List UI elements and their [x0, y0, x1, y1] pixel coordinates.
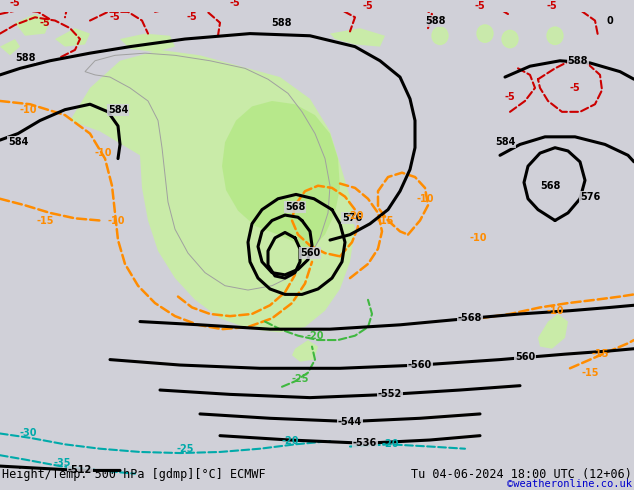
- Text: 576: 576: [580, 192, 600, 201]
- Text: Tu 04-06-2024 18:00 UTC (12+06): Tu 04-06-2024 18:00 UTC (12+06): [411, 468, 632, 481]
- Circle shape: [502, 30, 518, 48]
- Text: 576: 576: [342, 213, 362, 223]
- Polygon shape: [15, 14, 50, 36]
- Text: -536: -536: [353, 438, 377, 448]
- Circle shape: [477, 25, 493, 42]
- Text: -5: -5: [39, 18, 50, 28]
- Text: -5: -5: [569, 83, 580, 93]
- Text: -5: -5: [10, 0, 20, 8]
- Text: -568: -568: [458, 313, 482, 323]
- Polygon shape: [222, 101, 340, 251]
- Polygon shape: [330, 28, 385, 47]
- Text: -15: -15: [592, 349, 609, 359]
- Text: -10: -10: [19, 105, 37, 115]
- Text: -5: -5: [505, 92, 515, 101]
- Circle shape: [432, 27, 448, 45]
- Text: -25: -25: [176, 444, 194, 454]
- Text: -10: -10: [547, 306, 564, 316]
- Text: 560: 560: [300, 248, 320, 258]
- Polygon shape: [120, 34, 175, 52]
- Text: -5: -5: [547, 1, 557, 11]
- Text: -20: -20: [306, 331, 324, 341]
- Polygon shape: [292, 340, 318, 362]
- Text: 588: 588: [272, 18, 292, 28]
- Text: -10: -10: [94, 148, 112, 158]
- Circle shape: [547, 27, 563, 45]
- Text: -35: -35: [53, 458, 71, 468]
- Text: -560: -560: [408, 360, 432, 370]
- Text: 584: 584: [108, 105, 128, 115]
- Text: -15: -15: [581, 368, 598, 378]
- Text: -15: -15: [376, 216, 394, 225]
- Text: 560: 560: [515, 352, 535, 363]
- Text: -5: -5: [363, 1, 373, 11]
- Text: -544: -544: [338, 416, 362, 426]
- Text: 588: 588: [568, 56, 588, 66]
- Text: -5: -5: [110, 12, 120, 22]
- Text: -10: -10: [469, 233, 487, 243]
- Text: 568: 568: [285, 202, 305, 213]
- Polygon shape: [70, 50, 355, 332]
- Text: 0: 0: [607, 16, 613, 25]
- Polygon shape: [538, 314, 568, 349]
- Text: -5: -5: [186, 12, 197, 22]
- Text: -5: -5: [230, 0, 240, 8]
- Polygon shape: [55, 28, 90, 47]
- Text: -20: -20: [281, 436, 299, 446]
- Text: -10: -10: [107, 216, 125, 225]
- Text: 584: 584: [8, 137, 28, 147]
- Polygon shape: [0, 39, 20, 55]
- Text: -5: -5: [475, 1, 486, 11]
- Text: Height/Temp. 500 hPa [gdmp][°C] ECMWF: Height/Temp. 500 hPa [gdmp][°C] ECMWF: [2, 468, 266, 481]
- Text: 568: 568: [540, 181, 560, 191]
- Text: ©weatheronline.co.uk: ©weatheronline.co.uk: [507, 479, 632, 489]
- Text: -25: -25: [291, 374, 309, 384]
- Text: 588: 588: [15, 52, 36, 63]
- Text: -30: -30: [19, 428, 37, 439]
- Text: -20: -20: [346, 211, 364, 221]
- Text: -20: -20: [381, 440, 399, 449]
- Text: 584: 584: [495, 137, 515, 147]
- Text: 588: 588: [425, 16, 445, 25]
- Text: -15: -15: [36, 216, 54, 225]
- Text: -552: -552: [378, 390, 402, 399]
- Text: -10: -10: [417, 194, 434, 204]
- Text: -512: -512: [68, 466, 92, 475]
